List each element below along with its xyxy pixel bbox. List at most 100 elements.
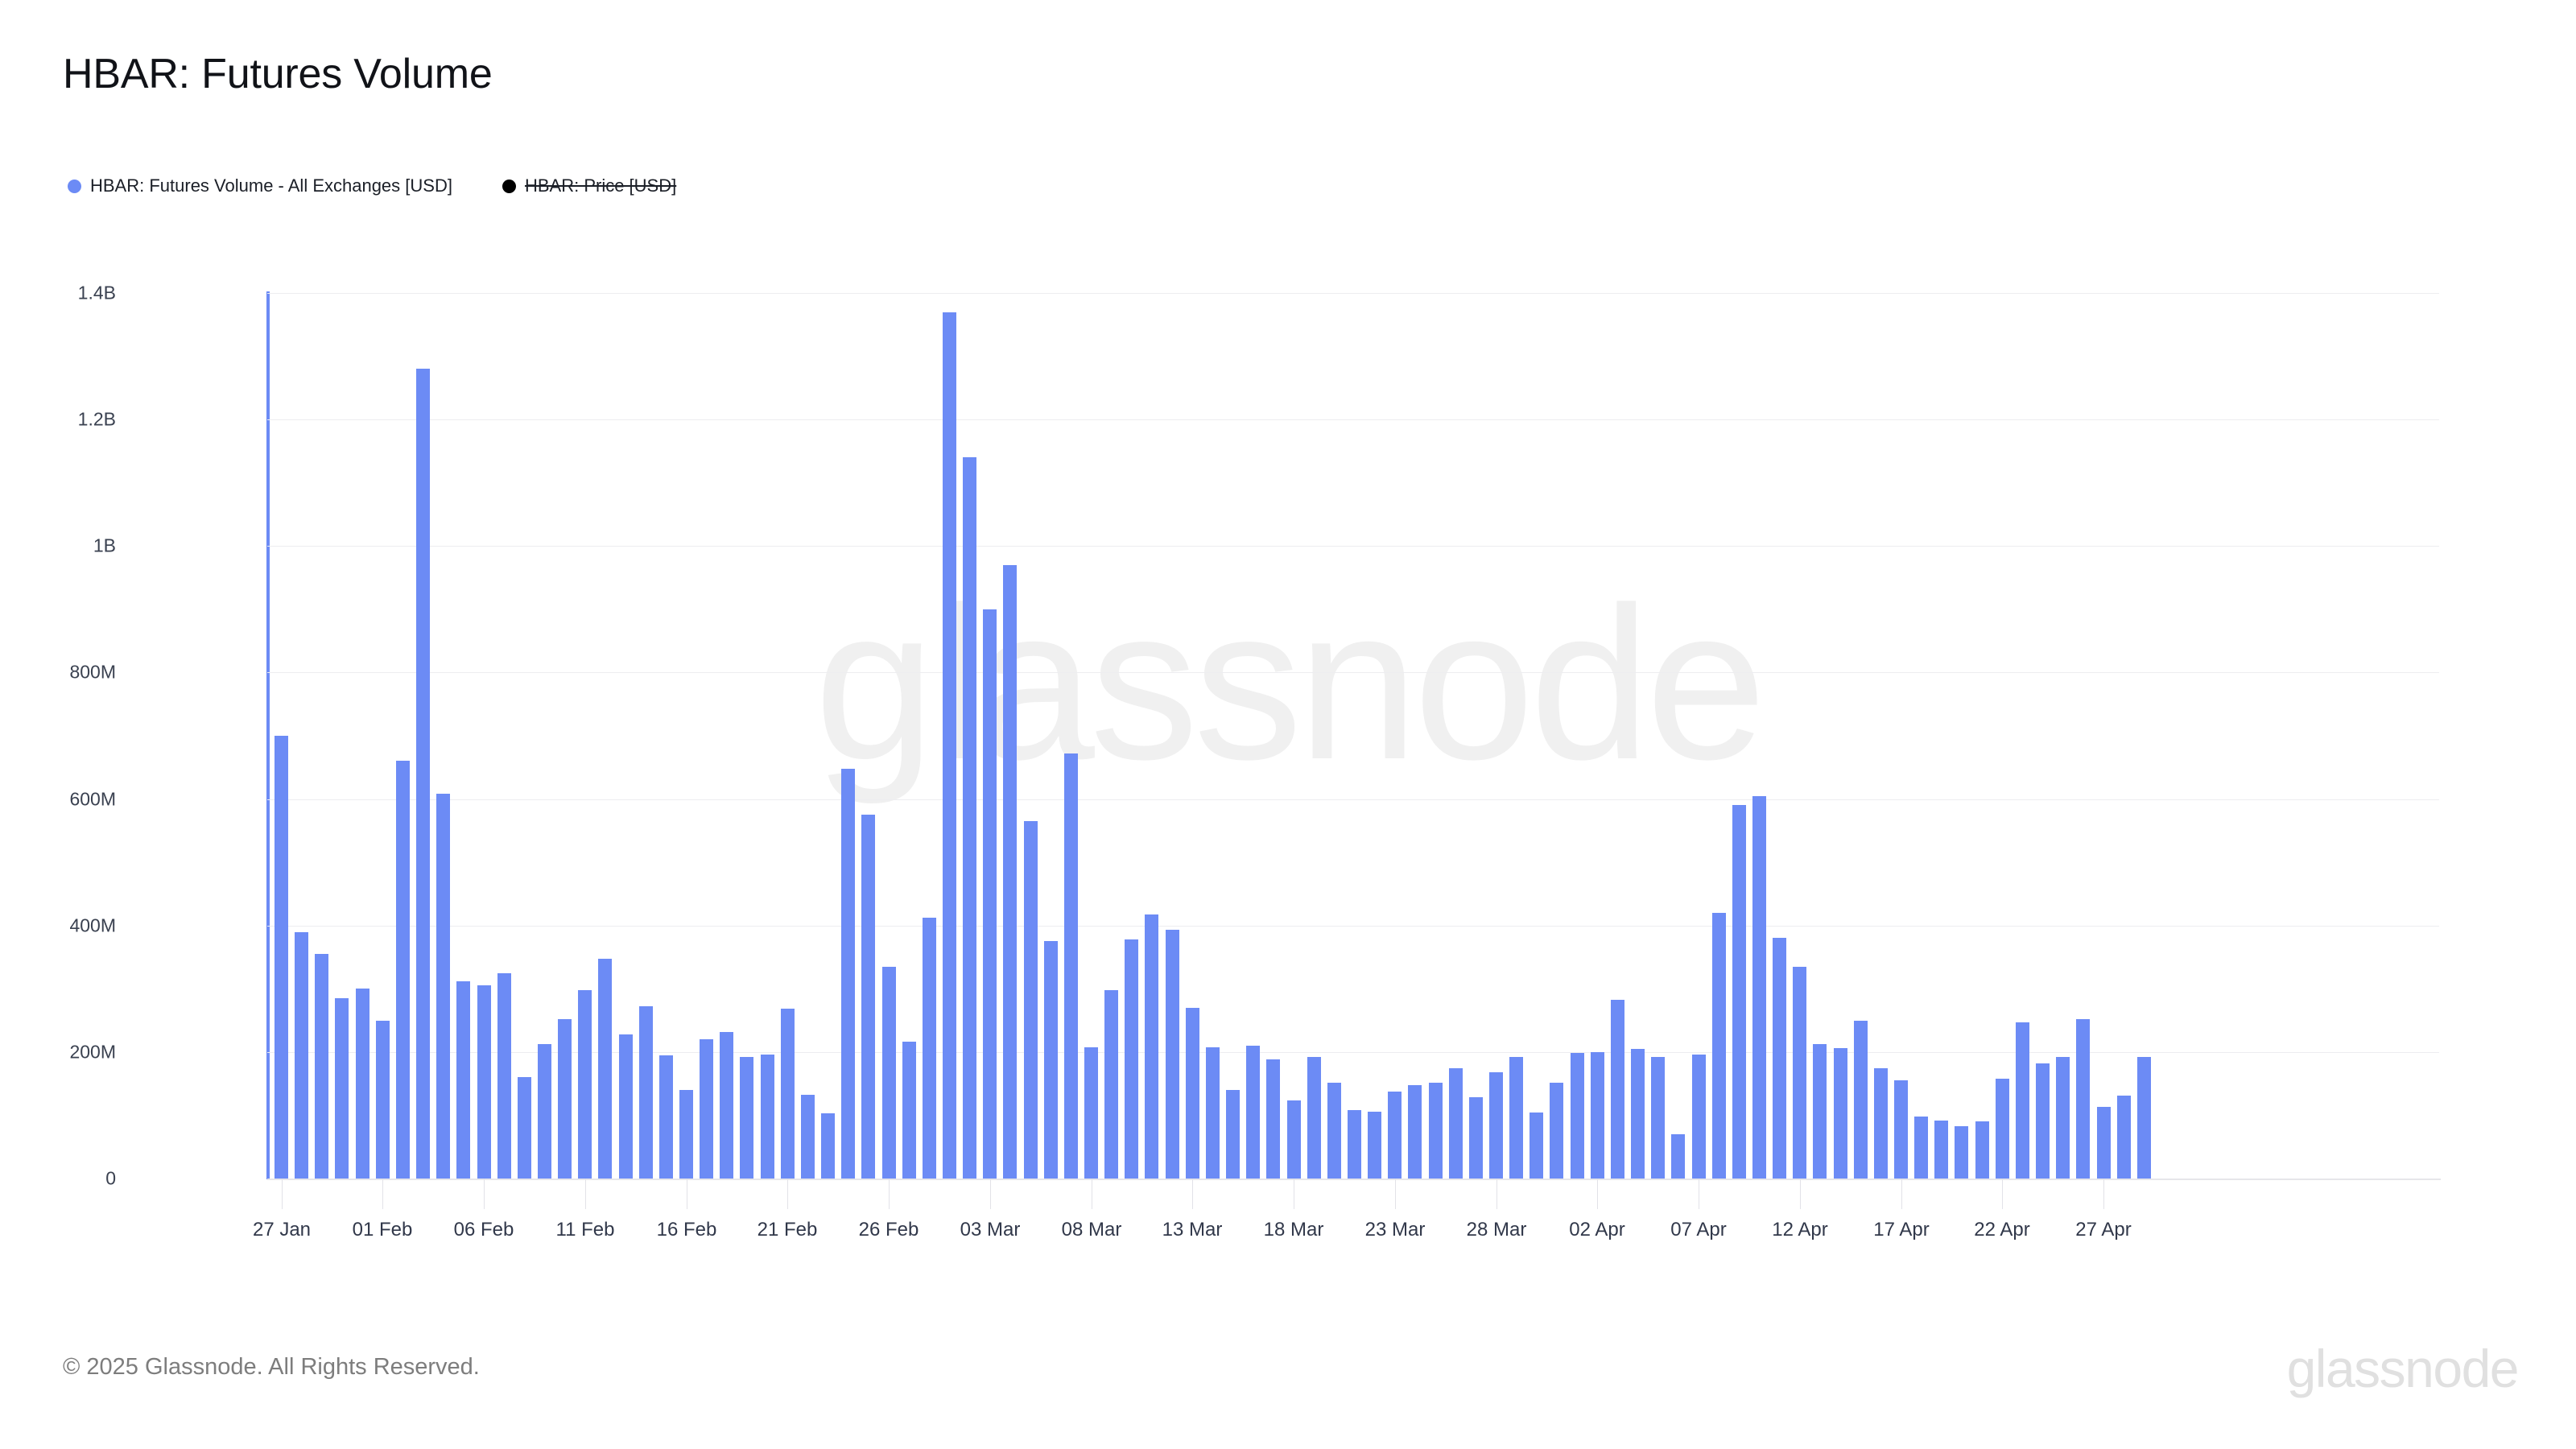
page-title: HBAR: Futures Volume	[63, 51, 493, 97]
gridline	[267, 419, 2439, 421]
bar[interactable]	[1165, 930, 1179, 1179]
bar[interactable]	[1793, 966, 1807, 1179]
bar[interactable]	[1408, 1084, 1422, 1179]
bar[interactable]	[1104, 989, 1119, 1179]
bar[interactable]	[780, 1009, 795, 1179]
bar[interactable]	[1246, 1046, 1261, 1179]
bar[interactable]	[2136, 1057, 2151, 1179]
bar[interactable]	[1955, 1125, 1969, 1179]
bar[interactable]	[1003, 564, 1018, 1179]
bar[interactable]	[395, 761, 410, 1179]
bar[interactable]	[1530, 1112, 1544, 1179]
bar[interactable]	[295, 931, 309, 1179]
bar[interactable]	[963, 457, 977, 1179]
bar[interactable]	[1691, 1055, 1706, 1179]
bar[interactable]	[558, 1019, 572, 1179]
bar[interactable]	[375, 1020, 390, 1179]
bar[interactable]	[456, 980, 471, 1179]
bar[interactable]	[1307, 1057, 1321, 1179]
bar[interactable]	[1043, 941, 1058, 1179]
bar[interactable]	[2096, 1107, 2111, 1179]
bar[interactable]	[800, 1095, 815, 1179]
bar[interactable]	[1205, 1047, 1220, 1179]
bar[interactable]	[700, 1039, 714, 1179]
bar[interactable]	[1185, 1007, 1199, 1179]
bar[interactable]	[1853, 1020, 1868, 1179]
bar[interactable]	[902, 1042, 916, 1179]
bar[interactable]	[1550, 1082, 1564, 1179]
bar[interactable]	[1509, 1057, 1524, 1179]
bar[interactable]	[1084, 1046, 1098, 1179]
bar[interactable]	[517, 1077, 531, 1179]
bar[interactable]	[1347, 1110, 1361, 1179]
bar[interactable]	[1145, 914, 1159, 1179]
bar[interactable]	[578, 989, 592, 1179]
bar[interactable]	[497, 972, 511, 1179]
bar[interactable]	[1671, 1134, 1686, 1179]
bar[interactable]	[1590, 1051, 1604, 1179]
bar[interactable]	[760, 1055, 774, 1179]
bar[interactable]	[1934, 1120, 1949, 1179]
bar[interactable]	[275, 736, 288, 1179]
bar[interactable]	[355, 989, 369, 1179]
bar[interactable]	[1226, 1090, 1241, 1179]
bar[interactable]	[315, 954, 329, 1179]
bar[interactable]	[1327, 1082, 1341, 1179]
legend-item-1[interactable]: HBAR: Futures Volume - All Exchanges [US…	[68, 175, 452, 196]
bar[interactable]	[983, 609, 997, 1179]
legend-item-2[interactable]: HBAR: Price [USD]	[502, 175, 676, 196]
bar[interactable]	[1428, 1083, 1443, 1179]
bar[interactable]	[1023, 821, 1038, 1179]
bar[interactable]	[720, 1031, 734, 1179]
bar[interactable]	[436, 794, 451, 1179]
bar[interactable]	[1388, 1091, 1402, 1179]
bar[interactable]	[2056, 1057, 2070, 1179]
bar[interactable]	[416, 369, 431, 1179]
bar[interactable]	[2116, 1096, 2131, 1179]
bar[interactable]	[1489, 1072, 1503, 1179]
bar[interactable]	[1752, 795, 1766, 1179]
bar[interactable]	[821, 1113, 836, 1179]
bar[interactable]	[2015, 1022, 2029, 1179]
bar[interactable]	[1570, 1053, 1584, 1179]
x-axis-tick	[990, 1179, 991, 1209]
legend-item-label: HBAR: Futures Volume - All Exchanges [US…	[90, 175, 452, 196]
bar[interactable]	[1448, 1068, 1463, 1179]
bar[interactable]	[1914, 1117, 1929, 1179]
bar[interactable]	[1894, 1080, 1908, 1179]
bar[interactable]	[2076, 1019, 2091, 1179]
bar[interactable]	[922, 918, 936, 1179]
bar[interactable]	[1773, 938, 1787, 1179]
bar[interactable]	[1368, 1111, 1382, 1179]
bar[interactable]	[1975, 1121, 1989, 1179]
bar[interactable]	[638, 1006, 653, 1179]
bar[interactable]	[942, 312, 956, 1179]
bar[interactable]	[1651, 1057, 1666, 1179]
bar[interactable]	[1732, 805, 1746, 1179]
bar[interactable]	[2036, 1063, 2050, 1179]
bar[interactable]	[740, 1057, 754, 1179]
bar[interactable]	[1631, 1048, 1645, 1179]
bar[interactable]	[1833, 1048, 1847, 1179]
bar[interactable]	[1125, 939, 1139, 1179]
bar[interactable]	[1813, 1044, 1827, 1179]
bar[interactable]	[618, 1034, 633, 1179]
bar[interactable]	[335, 998, 349, 1179]
bar[interactable]	[598, 959, 613, 1179]
x-axis-tick-label: 27 Apr	[2075, 1219, 2132, 1241]
bar[interactable]	[658, 1055, 673, 1179]
bar[interactable]	[1266, 1059, 1281, 1179]
bar[interactable]	[537, 1043, 551, 1179]
bar[interactable]	[1286, 1100, 1301, 1179]
bar[interactable]	[1468, 1097, 1483, 1179]
bar[interactable]	[1995, 1078, 2009, 1179]
bar[interactable]	[881, 966, 896, 1179]
bar[interactable]	[1063, 753, 1078, 1179]
bar[interactable]	[679, 1090, 693, 1179]
bar[interactable]	[841, 768, 856, 1179]
bar[interactable]	[1711, 913, 1726, 1179]
bar[interactable]	[477, 985, 491, 1179]
bar[interactable]	[861, 815, 876, 1179]
bar[interactable]	[1610, 1000, 1624, 1179]
bar[interactable]	[1873, 1067, 1888, 1179]
